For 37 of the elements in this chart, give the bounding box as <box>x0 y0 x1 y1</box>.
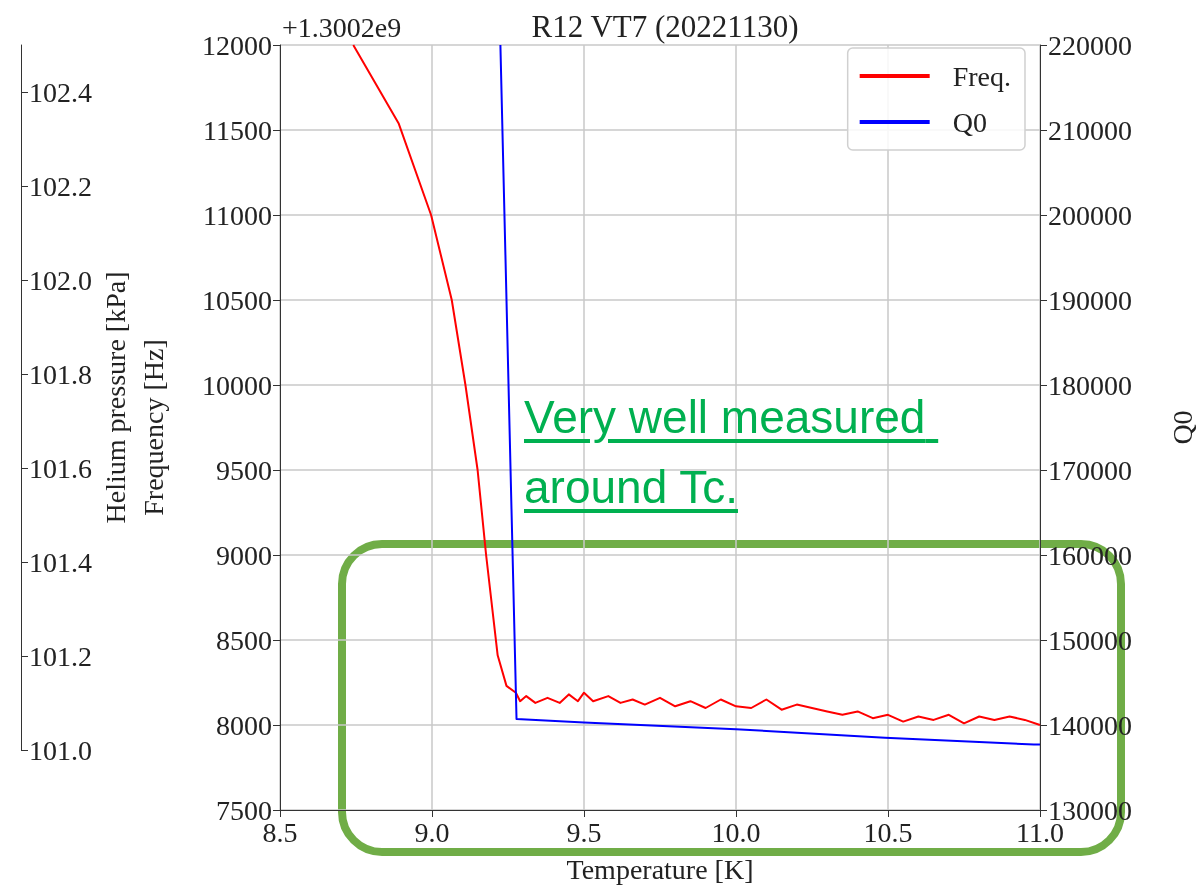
y2-tick-label: 170000 <box>1048 454 1132 486</box>
y3-tick-label: 102.2 <box>29 170 92 202</box>
x-tick-label: 10.0 <box>711 816 761 848</box>
x-tick-label: 9.5 <box>566 816 602 848</box>
y3-tick-label: 101.4 <box>29 546 92 578</box>
y-tick-label: 12000 <box>202 29 272 61</box>
line-series <box>499 44 1041 746</box>
y-axis-title: Frequency [Hz] <box>137 339 169 516</box>
y-tick-label: 9000 <box>216 539 272 571</box>
line-series <box>352 44 1041 726</box>
y-tick-label: 9500 <box>216 454 272 486</box>
y2-tick-label: 210000 <box>1048 114 1132 146</box>
text: +1.3002e9 <box>282 12 402 44</box>
y3-tick-label: 102.4 <box>29 76 92 108</box>
y3-tick-label: 102.0 <box>29 264 92 296</box>
y3-tick-label: 101.8 <box>29 358 92 390</box>
x-tick-label: 9.0 <box>414 816 450 848</box>
x-tick-label: 10.5 <box>863 816 913 848</box>
y-tick-label: 8500 <box>216 624 272 656</box>
y2-axis-title: Q0 <box>1166 410 1198 445</box>
legend-label: Q0 <box>952 106 987 138</box>
y3-tick-label: 101.0 <box>29 734 92 766</box>
y-tick-label: 10500 <box>202 284 272 316</box>
y2-tick-label: 200000 <box>1048 199 1132 231</box>
chart-title: R12 VT7 (20221130) <box>531 9 799 44</box>
y-tick-label: 11000 <box>203 199 272 231</box>
y2-tick-label: 190000 <box>1048 284 1132 316</box>
y3-axis-title: Helium pressure [kPa] <box>99 271 131 524</box>
legend-label: Freq. <box>952 60 1011 92</box>
y3-tick-label: 101.2 <box>29 640 92 672</box>
y2-tick-label: 180000 <box>1048 369 1132 401</box>
y-tick-label: 10000 <box>202 369 272 401</box>
y-tick-label: 8000 <box>216 709 272 741</box>
y3-tick-label: 101.6 <box>29 452 92 484</box>
y-tick-label: 11500 <box>203 114 272 146</box>
y2-tick-label: 220000 <box>1048 29 1132 61</box>
x-axis-title: Temperature [K] <box>566 853 754 885</box>
